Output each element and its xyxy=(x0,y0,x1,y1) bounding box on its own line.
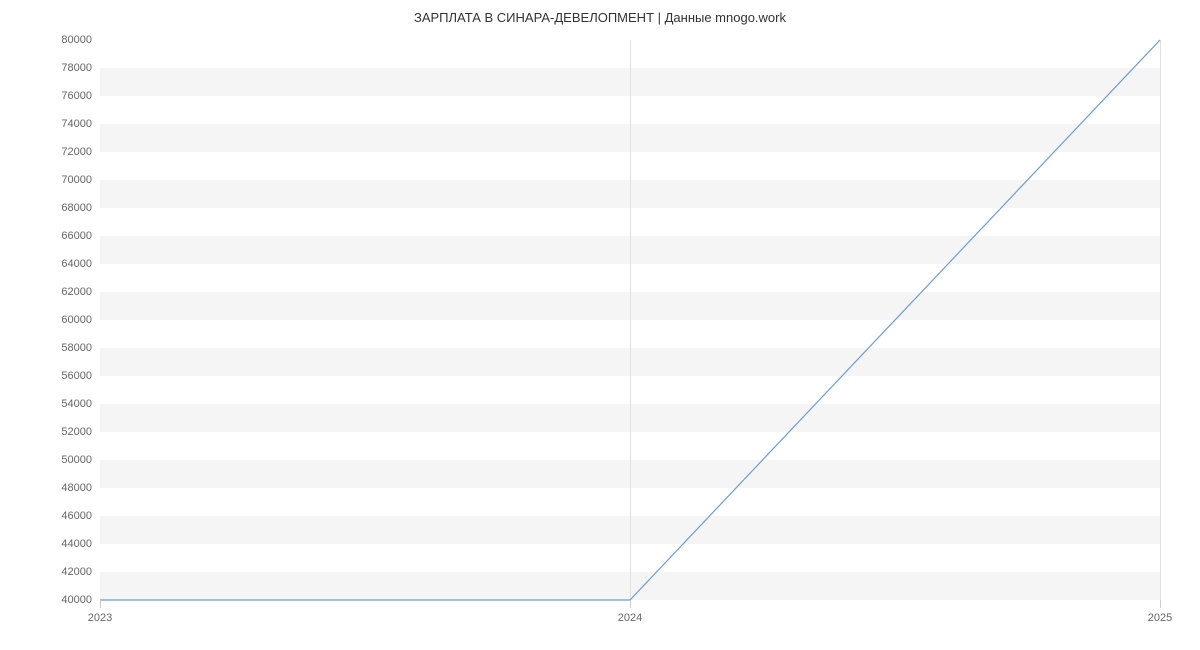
plot-area xyxy=(100,40,1160,600)
x-tick xyxy=(100,600,101,608)
x-tick-label: 2025 xyxy=(1148,612,1172,624)
line-series-svg xyxy=(100,40,1160,600)
y-tick-label: 46000 xyxy=(32,510,92,522)
y-tick-label: 58000 xyxy=(32,342,92,354)
y-tick-label: 66000 xyxy=(32,230,92,242)
chart-container: 4000042000440004600048000500005200054000… xyxy=(100,40,1160,600)
y-tick-label: 52000 xyxy=(32,426,92,438)
x-grid-line xyxy=(1160,40,1161,600)
y-tick-label: 80000 xyxy=(32,34,92,46)
y-tick-label: 56000 xyxy=(32,370,92,382)
y-tick-label: 44000 xyxy=(32,538,92,550)
y-tick-label: 74000 xyxy=(32,118,92,130)
y-tick-label: 48000 xyxy=(32,482,92,494)
y-tick-label: 60000 xyxy=(32,314,92,326)
y-tick-label: 40000 xyxy=(32,594,92,606)
y-tick-label: 68000 xyxy=(32,202,92,214)
y-tick-label: 54000 xyxy=(32,398,92,410)
y-tick-label: 50000 xyxy=(32,454,92,466)
x-tick-label: 2024 xyxy=(618,612,642,624)
y-tick-label: 70000 xyxy=(32,174,92,186)
chart-title: ЗАРПЛАТА В СИНАРА-ДЕВЕЛОПМЕНТ | Данные m… xyxy=(0,0,1200,25)
x-tick-label: 2023 xyxy=(88,612,112,624)
x-tick xyxy=(1160,600,1161,608)
y-tick-label: 76000 xyxy=(32,90,92,102)
x-tick xyxy=(630,600,631,608)
y-tick-label: 78000 xyxy=(32,62,92,74)
series-line xyxy=(100,40,1160,600)
y-tick-label: 62000 xyxy=(32,286,92,298)
y-tick-label: 72000 xyxy=(32,146,92,158)
y-tick-label: 64000 xyxy=(32,258,92,270)
y-tick-label: 42000 xyxy=(32,566,92,578)
